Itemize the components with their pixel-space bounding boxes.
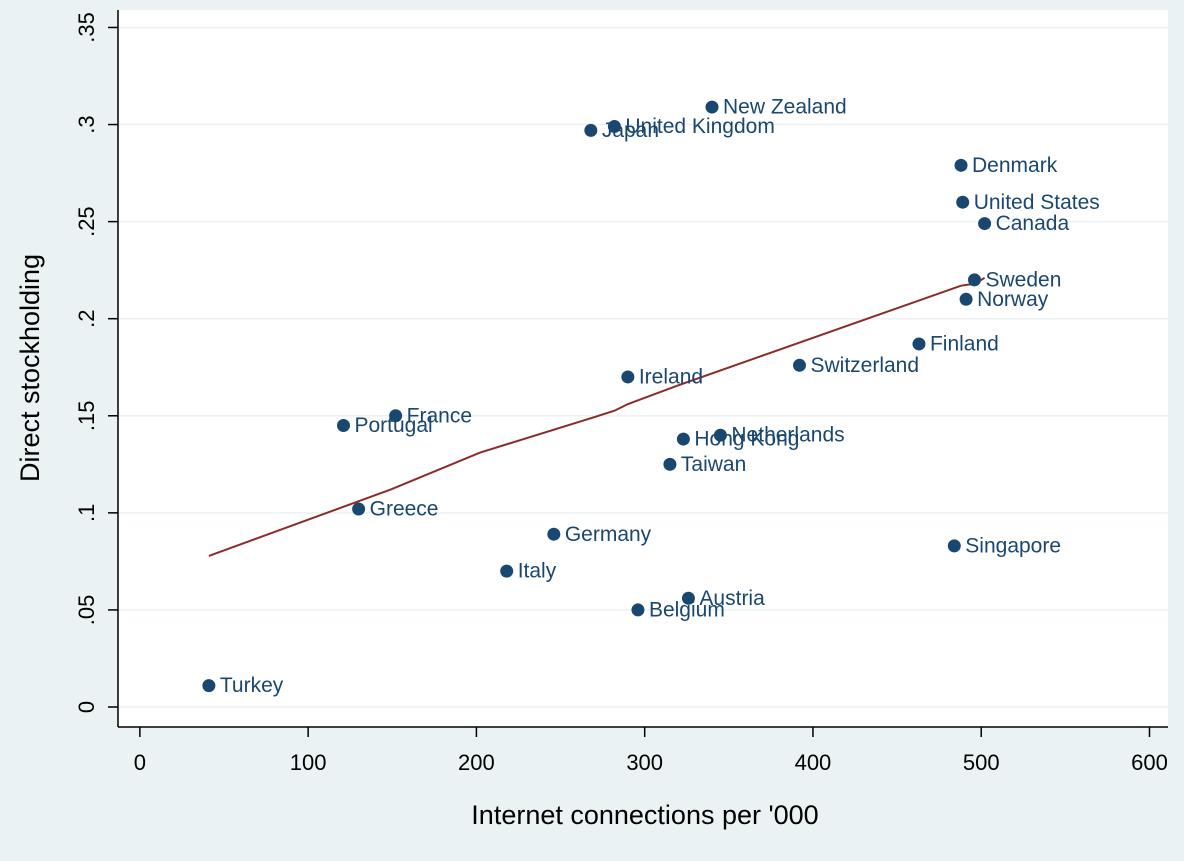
point: [681, 591, 695, 605]
point: [792, 358, 806, 372]
point: [631, 603, 645, 617]
point-label: Sweden: [985, 268, 1061, 291]
point-label: Turkey: [220, 674, 284, 697]
point-label: Italy: [518, 560, 557, 583]
point-label: United States: [974, 191, 1100, 214]
point-label: Norway: [977, 288, 1049, 311]
point-label: Portugal: [354, 414, 432, 437]
point-label: Canada: [996, 212, 1070, 235]
y-tick-label: .1: [74, 504, 99, 522]
point: [663, 457, 677, 471]
point: [676, 432, 690, 446]
point: [956, 195, 970, 209]
point: [607, 119, 621, 133]
y-tick-label: .2: [74, 310, 99, 328]
y-tick-label: 0: [74, 701, 99, 713]
point: [500, 564, 514, 578]
point-label: United Kingdom: [625, 115, 774, 138]
point-label: Greece: [370, 498, 439, 521]
y-axis-title: Direct stockholding: [15, 254, 45, 482]
point: [352, 502, 366, 516]
x-tick-label: 200: [458, 750, 495, 775]
fit-line: [208, 277, 986, 557]
x-axis-title: Internet connections per '000: [471, 800, 818, 830]
y-tick-label: .25: [74, 206, 99, 237]
point-label: Switzerland: [810, 354, 919, 377]
point: [954, 158, 968, 172]
point-label: Netherlands: [731, 424, 844, 447]
point-label: Taiwan: [681, 453, 746, 476]
point: [959, 292, 973, 306]
point: [202, 679, 216, 693]
point-label: Finland: [930, 332, 999, 355]
point: [389, 409, 403, 423]
point: [947, 539, 961, 553]
x-tick-label: 100: [290, 750, 327, 775]
point: [584, 123, 598, 137]
x-tick-label: 0: [134, 750, 146, 775]
point: [713, 428, 727, 442]
point: [967, 273, 981, 287]
point: [621, 370, 635, 384]
point: [547, 527, 561, 541]
point-label: Belgium: [649, 598, 725, 621]
x-tick-label: 400: [795, 750, 832, 775]
y-tick-label: .3: [74, 115, 99, 133]
y-tick-label: .05: [74, 595, 99, 626]
point-label: New Zealand: [723, 96, 847, 119]
point-label: Ireland: [639, 365, 703, 388]
point: [705, 100, 719, 114]
y-tick-label: .15: [74, 400, 99, 431]
point: [912, 337, 926, 351]
point: [978, 217, 992, 231]
y-tick-label: .35: [74, 12, 99, 43]
point-label: Singapore: [965, 534, 1061, 557]
x-tick-label: 500: [963, 750, 1000, 775]
point-label: Denmark: [972, 154, 1058, 177]
point-label: Austria: [699, 587, 765, 610]
x-tick-label: 600: [1131, 750, 1168, 775]
point: [336, 418, 350, 432]
point-label: France: [407, 404, 472, 427]
point-label: Germany: [565, 523, 652, 546]
x-tick-label: 300: [626, 750, 663, 775]
